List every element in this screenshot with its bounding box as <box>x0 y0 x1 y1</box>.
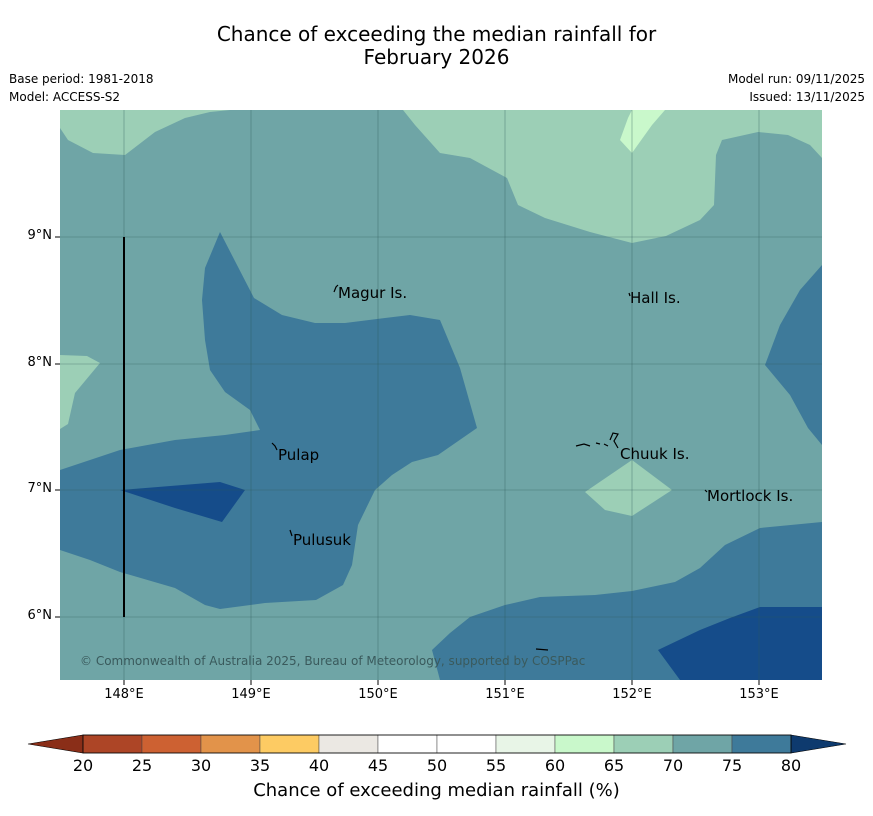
contour-65-70-chuuk <box>585 460 672 516</box>
map-title-line2: February 2026 <box>363 45 510 69</box>
place-pulap: Pulap <box>278 446 320 464</box>
colorbar-cell <box>82 734 143 754</box>
model-run: Model run: 09/11/2025 <box>727 72 865 86</box>
island-hall <box>628 292 631 297</box>
x-tick-151e: 151°E <box>485 687 525 702</box>
colorbar-cell <box>200 734 261 754</box>
cb-tick-45: 45 <box>367 756 389 775</box>
place-pulusuk: Pulusuk <box>293 531 351 549</box>
cb-tick-80: 80 <box>780 756 802 775</box>
cb-tick-30: 30 <box>190 756 212 775</box>
island-south <box>535 648 549 651</box>
cb-tick-60: 60 <box>544 756 566 775</box>
contour-75-80-east <box>765 265 822 445</box>
x-tick-152e: 152°E <box>612 687 652 702</box>
colorbar-title: Chance of exceeding median rainfall (%) <box>253 780 620 801</box>
base-period: Base period: 1981-2018 <box>9 72 154 86</box>
island-chuuk <box>575 432 619 449</box>
y-tick-7n: 7°N <box>27 481 53 496</box>
cb-tick-70: 70 <box>662 756 684 775</box>
colorbar <box>27 734 847 754</box>
axis-ticks <box>55 236 760 685</box>
cb-tick-65: 65 <box>603 756 625 775</box>
meta-left: Base period: 1981-2018 Model: ACCESS-S2 <box>9 70 154 106</box>
colorbar-frame <box>82 734 792 754</box>
x-tick-149e: 149°E <box>231 687 271 702</box>
cb-tick-35: 35 <box>249 756 271 775</box>
island-pulap <box>271 442 278 451</box>
contour-65-70-west <box>60 355 100 429</box>
map-title-line1: Chance of exceeding the median rainfall … <box>216 22 657 46</box>
colorbar-cell <box>141 734 202 754</box>
contour-65-70-north <box>403 110 822 243</box>
colorbar-cell <box>259 734 320 754</box>
meta-right: Model run: 09/11/2025 Issued: 13/11/2025 <box>728 70 865 106</box>
colorbar-cell <box>377 734 438 754</box>
islands <box>271 284 708 651</box>
copyright-notice: © Commonwealth of Australia 2025, Bureau… <box>80 654 586 668</box>
contour-80-plus-se <box>658 607 822 680</box>
place-magur: Magur Is. <box>338 284 408 302</box>
model-name: Model: ACCESS-S2 <box>9 90 121 104</box>
y-tick-9n: 9°N <box>27 228 53 243</box>
cb-tick-75: 75 <box>721 756 743 775</box>
contour-60-65-north <box>620 110 665 153</box>
contour-80-plus-west <box>120 482 245 522</box>
cb-tick-40: 40 <box>308 756 330 775</box>
colorbar-cell <box>436 734 497 754</box>
cb-tick-20: 20 <box>72 756 94 775</box>
x-tick-150e: 150°E <box>358 687 398 702</box>
issued-date: Issued: 13/11/2025 <box>749 90 865 104</box>
colorbar-cells <box>82 734 792 754</box>
place-chuuk: Chuuk Is. <box>620 445 690 463</box>
cb-tick-50: 50 <box>426 756 448 775</box>
y-tick-6n: 6°N <box>27 608 53 623</box>
x-tick-148e: 148°E <box>104 687 144 702</box>
colorbar-cell <box>554 734 615 754</box>
island-magur <box>333 284 339 293</box>
colorbar-cell <box>495 734 556 754</box>
cb-tick-55: 55 <box>485 756 507 775</box>
colorbar-cell <box>318 734 379 754</box>
map-contours <box>60 110 822 680</box>
colorbar-cell <box>672 734 733 754</box>
contour-65-70-nw <box>60 110 230 155</box>
island-mortlock <box>704 489 708 493</box>
x-tick-153e: 153°E <box>739 687 779 702</box>
place-hall: Hall Is. <box>630 289 681 307</box>
colorbar-min-arrow <box>27 734 84 754</box>
colorbar-cell <box>731 734 792 754</box>
colorbar-max-arrow <box>790 734 847 754</box>
contour-75-80-central <box>60 232 477 609</box>
island-pulusuk <box>289 529 293 537</box>
cb-tick-25: 25 <box>131 756 153 775</box>
colorbar-cell <box>613 734 674 754</box>
y-tick-8n: 8°N <box>27 355 53 370</box>
place-mortlock: Mortlock Is. <box>707 487 794 505</box>
